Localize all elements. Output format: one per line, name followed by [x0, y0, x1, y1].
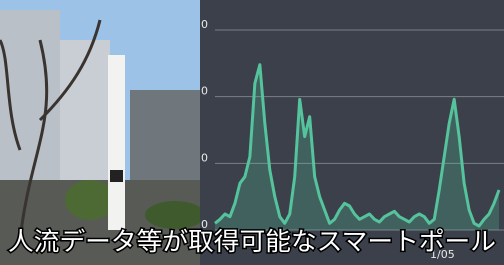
y-tick-label: 0	[201, 85, 208, 98]
y-tick-label: 0	[201, 18, 208, 31]
screenshot: 00001/05 人流データ等が取得可能なスマートポール	[0, 0, 504, 265]
photo	[0, 0, 205, 265]
y-tick-label: 0	[201, 151, 208, 164]
page: 00001/05 人流データ等が取得可能なスマートポール (() => { co…	[0, 0, 504, 265]
caption: 人流データ等が取得可能なスマートポール	[8, 227, 496, 256]
